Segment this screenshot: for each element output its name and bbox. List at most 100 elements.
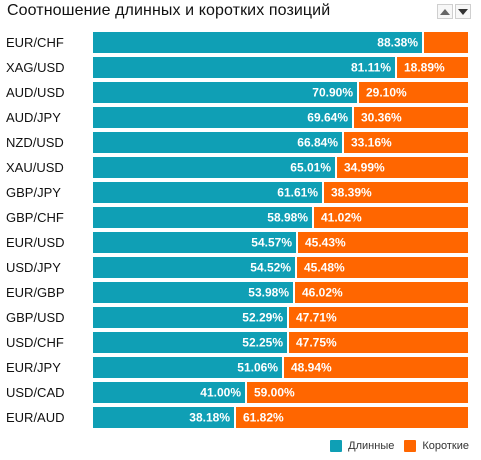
chart-legend: Длинные Короткие: [330, 440, 469, 452]
data-label-long: 81.11%: [351, 61, 391, 75]
category-label: GBP/JPY: [6, 185, 61, 200]
bar-long: [93, 332, 287, 353]
data-label-long: 54.57%: [251, 236, 292, 250]
row-separator: [93, 278, 468, 282]
bar-short: [289, 307, 468, 328]
category-label: AUD/JPY: [6, 110, 61, 125]
bar-short: [314, 207, 468, 228]
sort-ascending-button[interactable]: [437, 4, 453, 19]
category-label: AUD/USD: [6, 85, 65, 100]
row-separator: [93, 128, 468, 132]
row-separator: [93, 153, 468, 157]
row-separator: [93, 103, 468, 107]
legend-label-short: Короткие: [422, 440, 469, 452]
bar-long: [93, 157, 335, 178]
chart-title: Соотношение длинных и коротких позиций: [7, 2, 331, 19]
row-separator: [93, 178, 468, 182]
bar-long: [93, 382, 245, 403]
bar-short: [297, 257, 468, 278]
bar-short: [359, 82, 468, 103]
bar-long: [93, 357, 282, 378]
data-label-long: 38.18%: [189, 411, 230, 425]
row-separator: [93, 253, 468, 257]
bar-short: [344, 132, 468, 153]
bar-short: [354, 107, 468, 128]
row-separator: [93, 328, 468, 332]
data-label-short: 47.71%: [296, 311, 337, 325]
data-label-short: 45.48%: [304, 261, 345, 275]
data-label-short: 48.94%: [291, 361, 332, 375]
data-label-long: 65.01%: [290, 161, 331, 175]
triangle-up-icon: [440, 8, 450, 15]
bar-short: [298, 232, 468, 253]
row-separator: [93, 53, 468, 57]
bar-long: [93, 257, 295, 278]
data-label-short: 18.89%: [404, 61, 445, 75]
data-label-short: 34.99%: [344, 161, 385, 175]
row-separator: [93, 403, 468, 407]
category-label: EUR/GBP: [6, 285, 65, 300]
data-label-short: 59.00%: [254, 386, 295, 400]
category-label: GBP/USD: [6, 310, 65, 325]
sort-controls: [437, 4, 471, 19]
bar-short: [236, 407, 468, 428]
triangle-down-icon: [458, 8, 468, 15]
bar-short: [397, 57, 468, 78]
row-separator: [93, 428, 468, 430]
data-label-short: 45.43%: [305, 236, 346, 250]
data-label-long: 58.98%: [267, 211, 308, 225]
row-separator: [93, 78, 468, 82]
bar-long: [93, 82, 357, 103]
data-label-short: 30.36%: [361, 111, 402, 125]
bar-short: [424, 32, 468, 53]
data-label-long: 69.64%: [307, 111, 348, 125]
row-separator: [93, 203, 468, 207]
data-label-long: 70.90%: [312, 86, 353, 100]
bar-long: [93, 132, 342, 153]
data-label-short: 47.75%: [296, 336, 337, 350]
category-label: NZD/USD: [6, 135, 64, 150]
category-label: USD/CHF: [6, 335, 64, 350]
row-separator: [93, 353, 468, 357]
data-label-long: 51.06%: [237, 361, 278, 375]
legend-swatch-short: [404, 440, 417, 452]
data-label-long: 66.84%: [297, 136, 338, 150]
category-label: EUR/JPY: [6, 360, 61, 375]
category-label: XAU/USD: [6, 160, 64, 175]
category-label: USD/JPY: [6, 260, 61, 275]
row-separator: [93, 303, 468, 307]
data-label-long: 54.52%: [250, 261, 291, 275]
legend-swatch-long: [330, 440, 343, 452]
category-label: EUR/USD: [6, 235, 65, 250]
sort-descending-button[interactable]: [455, 4, 471, 19]
data-label-short: 46.02%: [302, 286, 343, 300]
data-label-long: 52.29%: [242, 311, 283, 325]
bar-long: [93, 307, 287, 328]
legend-label-long: Длинные: [348, 440, 395, 452]
bar-short: [295, 282, 468, 303]
long-short-ratio-chart: EUR/CHF 88.38% XAG/USD 81.11% 18.89% AUD/USD 7…: [6, 32, 468, 430]
bar-long: [93, 207, 312, 228]
data-label-long: 53.98%: [248, 286, 289, 300]
data-label-long: 61.61%: [277, 186, 318, 200]
bar-short: [289, 332, 468, 353]
bar-short: [337, 157, 468, 178]
bar-long: [93, 182, 322, 203]
row-separator: [93, 228, 468, 232]
bar-short: [324, 182, 468, 203]
data-label-long: 88.38%: [377, 36, 418, 50]
row-separator: [93, 378, 468, 382]
bar-long: [93, 232, 296, 253]
data-label-short: 41.02%: [321, 211, 362, 225]
category-label: EUR/AUD: [6, 410, 65, 425]
category-label: XAG/USD: [6, 60, 65, 75]
category-label: EUR/CHF: [6, 35, 64, 50]
legend-item-long: Длинные: [330, 440, 394, 452]
data-label-short: 33.16%: [351, 136, 392, 150]
data-label-short: 29.10%: [366, 86, 407, 100]
bar-long: [93, 407, 234, 428]
bar-long: [93, 32, 422, 53]
chart-header: Соотношение длинных и коротких позиций: [7, 2, 477, 24]
bar-long: [93, 282, 293, 303]
bar-long: [93, 107, 352, 128]
